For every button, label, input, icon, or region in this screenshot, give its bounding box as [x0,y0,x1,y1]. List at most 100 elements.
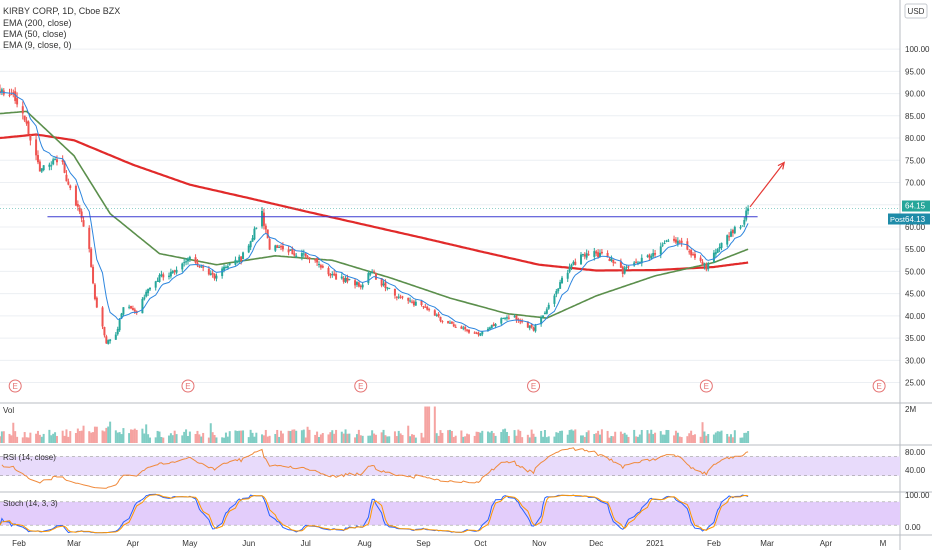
candle-up [712,249,715,263]
candle-body [566,272,569,279]
earnings-marker-label: E [876,382,881,391]
volume-bar [65,429,68,443]
candle-body [638,261,641,263]
candle-body [513,316,516,318]
price-axis[interactable]: USD 100.00 95.00 90.00 85.00 80.00 75.00 70.00… [904,3,930,388]
volume-bar [686,436,689,443]
candle-body [452,324,455,327]
candle-body [507,317,510,319]
legend[interactable]: KIRBY CORP, 1D, Cboe BZX EMA (200, close… [3,6,120,50]
rsi-pane[interactable]: RSI (14, close) 80.00 40.00 [0,447,926,489]
candle-body [130,306,133,309]
earnings-marker: E [872,379,886,393]
volume-bar [186,435,189,443]
candle-down [731,228,734,237]
candle-down [276,244,279,248]
volume-bar [447,430,450,443]
candle-body [652,252,655,257]
volume-bar [82,425,85,443]
candle-down [439,316,442,323]
candle-body [545,309,548,314]
candle-body [701,261,704,266]
volume-pane[interactable]: Vol 2M [0,405,916,443]
candle-up [610,255,613,263]
volume-bar [306,426,309,443]
volume-bar [409,436,412,443]
candle-up [388,287,391,290]
candle-body [612,259,615,263]
candle-up [147,288,150,296]
volume-bar [0,436,1,443]
candle-body [557,288,560,292]
volume-bar [223,437,226,443]
volume-bar [371,430,374,443]
candle-body [354,280,357,286]
candle-up [646,254,649,258]
candle-up [50,161,53,171]
candle-body [186,258,189,262]
volume-bar [733,430,736,443]
volume-bar [534,436,537,443]
time-tick-label: Feb [707,539,721,548]
currency-label: USD [908,7,925,16]
earnings-marker-circle [872,379,886,393]
volume-bar [424,406,427,443]
candle-body [335,274,338,280]
candle-body [76,204,79,207]
time-tick-label: Nov [532,539,546,548]
candle-body [705,264,708,270]
volume-bar [583,436,586,443]
volume-bar [543,430,546,443]
candle-up [247,243,250,254]
volume-bar [397,430,400,443]
candle-body [40,168,43,172]
legend-ema50[interactable]: EMA (50, close) [3,29,67,39]
candle-down [130,305,133,310]
volume-bar [154,437,157,443]
legend-ema9[interactable]: EMA (9, close, 0) [3,40,72,50]
candle-up [154,280,157,291]
symbol-title[interactable]: KIRBY CORP, 1D, Cboe BZX [3,6,120,16]
volume-bar [36,430,39,443]
candle-down [211,270,214,278]
volume-bar [38,434,41,443]
candle-body [712,252,715,263]
volume-bar [224,432,227,443]
candle-down [464,324,467,332]
candle-body [8,94,11,96]
volume-bar [131,429,134,443]
candle-body [678,241,681,243]
volume-bar [707,433,710,443]
price-tick-label: 30.00 [905,356,926,365]
candle-down [454,324,457,328]
volume-bar [247,437,250,443]
candle-body [133,309,136,312]
price-tick-label: 70.00 [905,178,926,187]
volume-bar [374,434,377,443]
candle-body [82,220,85,227]
volume-bar [690,430,693,443]
candle-down [196,258,199,268]
candle-body [386,287,389,289]
candle-up [42,165,45,172]
volume-bar [185,429,188,443]
legend-ema200[interactable]: EMA (200, close) [3,18,72,28]
candle-body [593,251,596,257]
currency-badge[interactable] [904,3,928,19]
candle-body [346,277,349,282]
stoch-pane[interactable]: Stoch (14, 3, 3) 100.00 0.00 [0,491,930,534]
volume-bar [625,434,628,443]
volume-bar [490,430,493,443]
candle-down [595,249,598,257]
volume-bar [268,435,271,443]
candle-down [359,284,362,290]
candle-body [574,261,577,265]
volume-bar [188,431,191,443]
time-axis[interactable]: Feb Mar Apr May Jun Jul Aug Sep Oct Nov Dec 2021 Feb… [12,539,886,548]
candle-body [409,300,412,302]
candle-body [93,284,96,300]
volume-bar [530,429,533,443]
time-tick-label: Apr [127,539,140,548]
